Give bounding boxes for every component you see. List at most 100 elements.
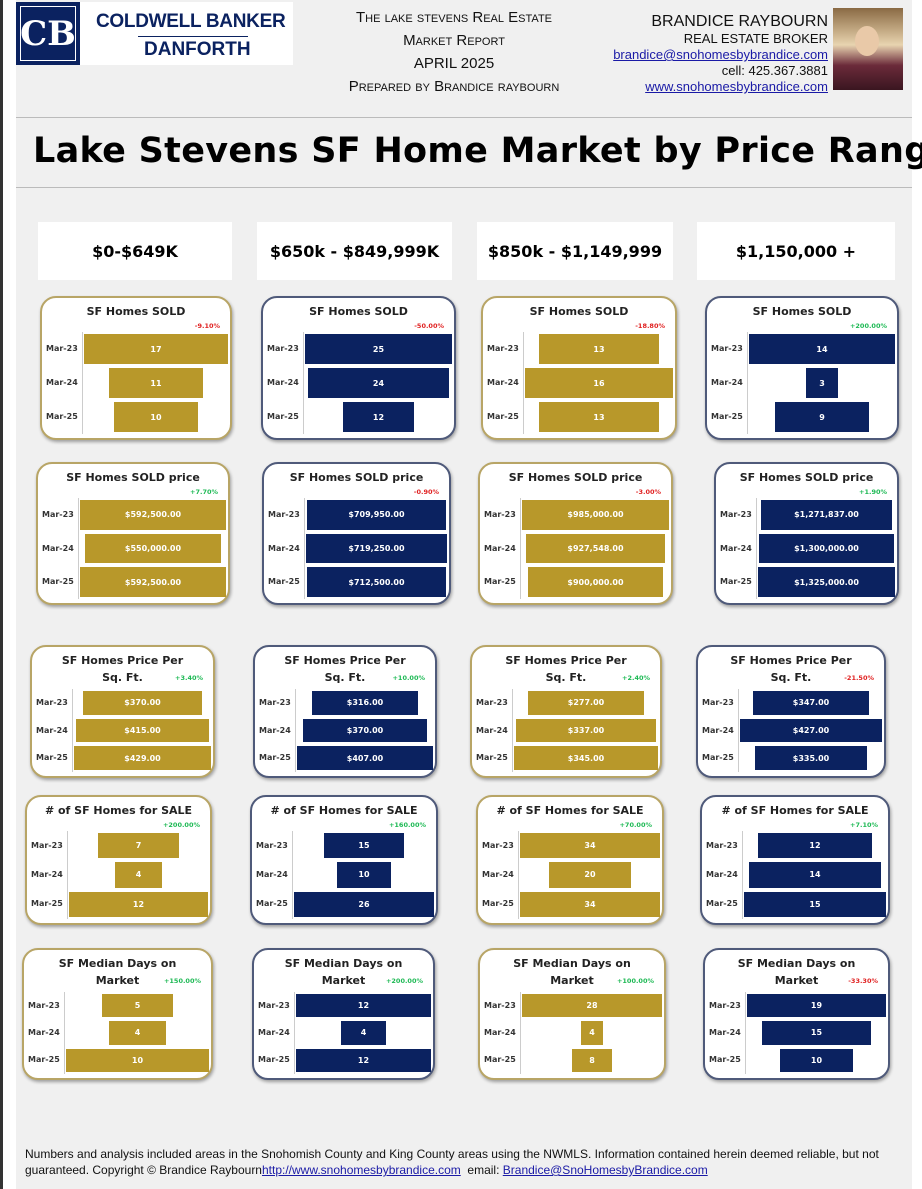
percent-change: +200.00% — [849, 322, 887, 330]
footer-website-link[interactable]: http://www.snohomesbybrandice.com — [261, 1163, 461, 1177]
period-label: Mar-24 — [706, 870, 738, 879]
value-bar: 12 — [758, 833, 872, 859]
value-bar: $927,548.00 — [526, 533, 665, 564]
homes-for-sale-card: # of SF Homes for SALE +7.10% Mar-23 12 Mar-… — [700, 795, 890, 925]
homes-for-sale-card: # of SF Homes for SALE +200.00% Mar-23 7 Mar… — [25, 795, 212, 925]
card-title: SF Homes Price Per Sq. Ft. — [284, 654, 406, 684]
chart-axis — [742, 831, 743, 919]
price-range-header: $0-$649K — [38, 222, 232, 280]
card-title: SF Homes SOLD price — [739, 471, 874, 484]
chart-axis — [512, 689, 513, 772]
percent-change: +1.90% — [859, 488, 887, 496]
value-bar: 11 — [109, 368, 203, 398]
period-label: Mar-23 — [268, 509, 300, 519]
percent-change: -3.00% — [635, 488, 661, 496]
value-bar: $592,500.00 — [80, 567, 226, 597]
card-title: SF Homes SOLD — [309, 305, 408, 318]
percent-change: +10.00% — [392, 674, 425, 682]
card-title: SF Homes Price Per Sq. Ft. — [61, 654, 184, 684]
value-bar: $347.00 — [753, 691, 869, 715]
sold-price-card: SF Homes SOLD price -3.00% Mar-23 $985,000.… — [478, 462, 673, 605]
price-per-sqft-card: SF Homes Price Per Sq. Ft. +2.40% Mar-23 $27… — [470, 645, 662, 778]
agent-cell: cell: 425.367.3881 — [721, 63, 828, 78]
value-bar: 15 — [744, 891, 886, 917]
value-bar: 10 — [66, 1048, 209, 1072]
period-label: Mar-24 — [720, 543, 752, 553]
percent-change: +160.00% — [388, 821, 426, 829]
homes-sold-card: SF Homes SOLD -50.00% Mar-23 25 Mar-24 24 Mar-… — [261, 296, 456, 440]
value-bar: $415.00 — [76, 718, 209, 743]
period-label: Mar-23 — [487, 344, 519, 353]
value-bar: $1,271,837.00 — [760, 500, 893, 530]
value-bar: $429.00 — [74, 746, 211, 770]
percent-change: -9.10% — [194, 322, 220, 330]
report-date: APRIL 2025 — [413, 55, 495, 72]
value-bar: 28 — [522, 994, 662, 1018]
card-title: SF Homes SOLD — [86, 305, 186, 318]
period-label: Mar-23 — [36, 697, 68, 707]
value-bar: 3 — [806, 368, 838, 398]
agent-info: BRANDICE RAYBOURN REAL ESTATE BROKER bra… — [602, 12, 828, 95]
price-per-sqft-card: SF Homes Price Per Sq. Ft. +3.40% Mar-23 $37… — [30, 645, 215, 778]
period-label: Mar-23 — [31, 840, 63, 850]
logo-divider — [138, 36, 248, 37]
chart-axis — [292, 831, 293, 919]
card-title: SF Median Days on Market — [58, 957, 177, 987]
agent-email-link[interactable]: brandice@snohomesbybrandice.com — [613, 47, 828, 62]
period-label: Mar-24 — [268, 543, 300, 553]
period-label: Mar-24 — [487, 378, 519, 387]
agent-website-link[interactable]: www.snohomesbybrandice.com — [645, 79, 828, 94]
value-bar: $900,000.00 — [528, 567, 663, 597]
chart-axis — [520, 992, 521, 1074]
period-label: Mar-23 — [709, 1000, 741, 1010]
footer-disclaimer: Numbers and analysis included areas in t… — [25, 1146, 905, 1178]
value-bar: 9 — [775, 402, 869, 432]
value-bar: 12 — [296, 994, 431, 1018]
value-bar: 16 — [525, 368, 673, 398]
report-heading-line: Market Report — [403, 32, 505, 49]
period-label: Mar-24 — [484, 543, 516, 553]
report-prepared-by: Prepared by Brandice raybourn — [348, 78, 560, 95]
card-title: SF Homes Price Per Sq. Ft. — [505, 654, 627, 684]
period-label: Mar-25 — [711, 412, 743, 421]
value-bar: $427.00 — [740, 718, 882, 743]
chart-axis — [756, 498, 757, 599]
percent-change: +150.00% — [163, 977, 201, 985]
value-bar: 14 — [748, 862, 882, 888]
card-title: SF Homes SOLD — [752, 305, 852, 318]
card-title: SF Median Days on Market — [513, 957, 631, 987]
percent-change: -33.30% — [848, 977, 878, 985]
period-label: Mar-24 — [46, 378, 78, 387]
value-bar: 4 — [115, 862, 162, 888]
value-bar: 10 — [113, 402, 199, 432]
chart-axis — [78, 498, 79, 599]
period-label: Mar-25 — [706, 899, 738, 909]
period-label: Mar-25 — [720, 577, 752, 587]
footer-email-link[interactable]: Brandice@SnoHomesbyBrandice.com — [502, 1163, 708, 1177]
period-label: Mar-24 — [267, 378, 299, 387]
value-bar: 24 — [307, 368, 450, 398]
homes-sold-card: SF Homes SOLD -18.80% Mar-23 13 Mar-24 16 Mar-… — [481, 296, 677, 440]
period-label: Mar-25 — [46, 412, 78, 421]
footer-text: Numbers and analysis included areas in t… — [25, 1147, 879, 1177]
value-bar: $337.00 — [515, 718, 657, 743]
card-title: # of SF Homes for SALE — [270, 804, 418, 817]
title-band: Lake Stevens SF Home Market by Price Ran… — [16, 117, 922, 188]
period-label: Mar-24 — [476, 725, 508, 735]
chart-axis — [747, 332, 748, 434]
value-bar: 12 — [296, 1048, 431, 1072]
value-bar: $316.00 — [312, 691, 418, 715]
median-days-on-market-card: SF Median Days on Market -33.30% Mar-23 19 Ma… — [703, 948, 890, 1080]
price-per-sqft-card: SF Homes Price Per Sq. Ft. -21.50% Mar-23 $3… — [696, 645, 886, 778]
period-label: Mar-24 — [482, 870, 514, 879]
homes-for-sale-card: # of SF Homes for SALE +70.00% Mar-23 34 Mar… — [476, 795, 664, 925]
value-bar: 17 — [84, 334, 228, 364]
value-bar: $719,250.00 — [306, 533, 447, 564]
period-label: Mar-23 — [484, 1000, 516, 1010]
card-title: SF Median Days on Market — [284, 957, 403, 987]
value-bar: $407.00 — [297, 746, 433, 770]
value-bar: $370.00 — [83, 691, 202, 715]
period-label: Mar-25 — [268, 577, 300, 587]
period-label: Mar-25 — [476, 753, 508, 763]
period-label: Mar-25 — [482, 899, 514, 909]
